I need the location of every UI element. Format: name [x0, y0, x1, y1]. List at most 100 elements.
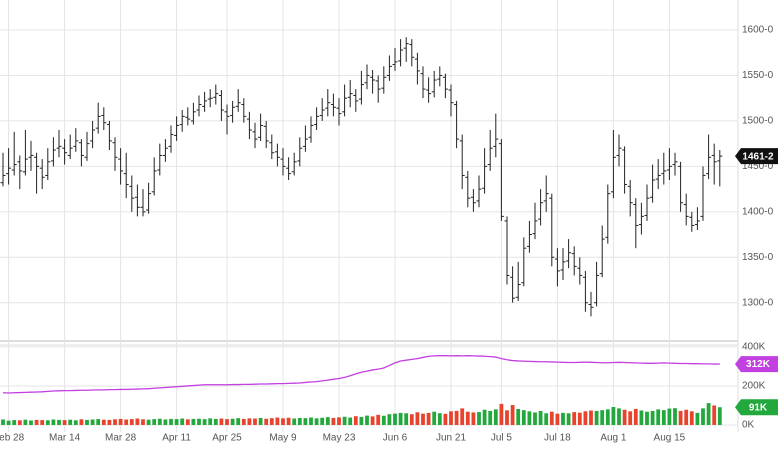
volume-bar: [292, 418, 297, 425]
volume-bar: [213, 418, 218, 425]
volume-bar: [376, 414, 381, 425]
volume-bar: [639, 410, 644, 425]
volume-bar: [12, 420, 17, 425]
volume-bar: [253, 418, 257, 425]
volume-bar: [701, 408, 705, 425]
volume-bar: [415, 412, 420, 425]
last-value-label: 91K: [749, 402, 768, 413]
volume-bar: [264, 418, 269, 425]
volume-bar: [202, 419, 207, 425]
volume-bar: [180, 418, 185, 425]
y-tick-label: 1600-0: [742, 25, 774, 36]
volume-bar: [409, 414, 414, 425]
volume-bar: [169, 418, 173, 425]
last-value-tag: [735, 399, 778, 416]
volume-bar: [432, 411, 437, 425]
volume-bar: [678, 410, 683, 425]
volume-bar: [706, 403, 711, 425]
volume-bar: [309, 417, 313, 425]
volume-bar: [477, 412, 481, 425]
volume-bar: [493, 409, 498, 425]
volume-bar: [107, 419, 112, 425]
last-value-label: 1461-2: [742, 151, 774, 162]
volume-bar: [174, 419, 179, 425]
volume-bar: [225, 419, 229, 425]
volume-bar: [645, 411, 649, 425]
volume-bar: [605, 409, 610, 425]
y-tick-label: 1500-0: [742, 116, 774, 127]
volume-bar: [460, 408, 465, 425]
volume-bar: [45, 420, 50, 425]
x-tick-label: Apr 11: [162, 433, 191, 444]
volume-bar: [572, 412, 577, 425]
last-value-label: 312K: [746, 359, 771, 370]
volume-bar: [146, 419, 151, 425]
volume-bar: [667, 408, 672, 425]
x-tick-label: Apr 25: [212, 433, 242, 444]
volume-bar: [421, 413, 425, 425]
volume-bar: [443, 413, 448, 425]
volume-bar: [471, 412, 476, 425]
volume-bar: [79, 419, 84, 425]
volume-bar: [661, 410, 666, 425]
x-tick-label: Jun 6: [383, 433, 408, 444]
y-tick-label: 1300-0: [742, 297, 774, 308]
volume-bar: [314, 418, 319, 425]
volume-bar: [286, 417, 291, 425]
volume-bar: [101, 419, 106, 425]
volume-bar: [633, 408, 638, 425]
x-tick-label: Aug 15: [654, 433, 686, 444]
volume-bar: [6, 420, 11, 425]
volume-bar: [34, 419, 39, 425]
volume-bar: [589, 410, 593, 425]
volume-bar: [337, 417, 341, 425]
volume-bar: [320, 417, 325, 425]
volume-bar: [426, 412, 431, 425]
y-tick-label: 400K: [742, 342, 766, 353]
x-tick-label: May 9: [269, 433, 297, 444]
volume-bar: [561, 412, 565, 425]
last-value-tag: [735, 356, 778, 373]
volume-bar: [68, 419, 73, 425]
volume-bar: [516, 408, 521, 425]
y-tick-label: 1450-0: [742, 161, 774, 172]
x-tick-label: Jul 5: [491, 433, 513, 444]
volume-bar: [236, 418, 241, 425]
volume-bar: [538, 410, 543, 425]
volume-bar: [577, 412, 582, 425]
volume-bar: [247, 418, 252, 425]
volume-bar: [40, 420, 45, 425]
volume-bar: [297, 417, 302, 425]
volume-bar: [437, 413, 442, 425]
volume-bar: [275, 417, 280, 425]
volume-bar: [404, 413, 409, 425]
volume-bar: [124, 419, 129, 425]
volume-bar: [684, 409, 689, 425]
volume-bar: [482, 409, 487, 425]
volume-bar: [583, 411, 588, 425]
y-tick-label: 1350-0: [742, 252, 774, 263]
volume-bar: [269, 418, 274, 425]
volume-bar: [628, 411, 633, 425]
volume-bar: [381, 415, 386, 425]
x-tick-label: Feb 28: [0, 433, 25, 444]
volume-bar: [219, 418, 224, 425]
volume-bar: [398, 412, 403, 425]
volume-bar: [505, 410, 509, 425]
volume-bar: [57, 419, 61, 425]
volume-bar: [281, 418, 285, 425]
y-tick-label: 1400-0: [742, 206, 774, 217]
volume-bar: [191, 418, 196, 425]
y-tick-label: 1550-0: [742, 70, 774, 81]
volume-bar: [533, 412, 537, 425]
volume-bar: [449, 411, 453, 425]
volume-bar: [23, 419, 28, 425]
volume-bar: [90, 419, 95, 425]
volume-bar: [157, 418, 162, 425]
volume-bar: [163, 419, 168, 425]
volume-bar: [1, 419, 5, 425]
volume-bar: [17, 420, 22, 425]
volume-bar: [650, 410, 655, 425]
last-value-tag: [735, 148, 778, 165]
